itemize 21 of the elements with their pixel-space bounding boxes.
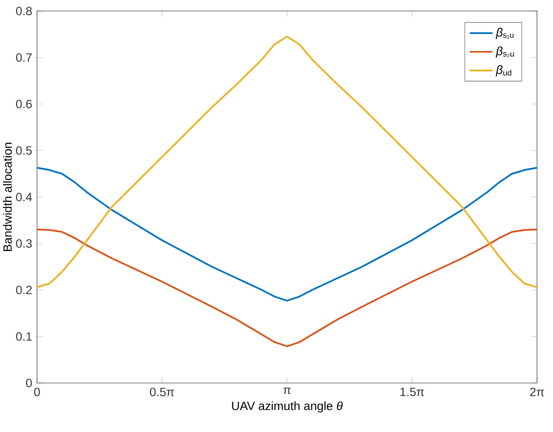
y-tick-label: 0.7 [16,53,32,62]
y-tick-label: 0.3 [16,239,32,248]
x-tick-label: 1.5π [400,388,424,396]
y-tick-label: 0.4 [16,192,32,202]
y-tick-label: 0 [26,378,32,388]
y-tick-label: 0.5 [16,146,32,155]
y-tick-label: 0.8 [16,6,32,16]
y-tick-label: 0.1 [16,332,32,341]
line-series [37,166,538,302]
y-tick-label: 0.2 [16,286,32,294]
legend-label: β$_{s₂u}$ [496,46,514,58]
line-series [37,228,538,348]
legend-label: β$_{ud}$ [496,65,512,76]
y-tick-label: 0.6 [16,100,32,108]
x-axis-title: UAV azimuth angle θ [232,401,343,413]
x-tick-label: 0.5π [150,388,174,396]
x-tick-label: 0 [34,388,40,396]
y-axis-title: Bandwidth allocation [2,142,12,252]
x-tick-label: π [283,388,291,394]
x-tick-label: 2π [530,388,544,396]
legend-label: β$_{s₁u}$ [496,28,514,39]
